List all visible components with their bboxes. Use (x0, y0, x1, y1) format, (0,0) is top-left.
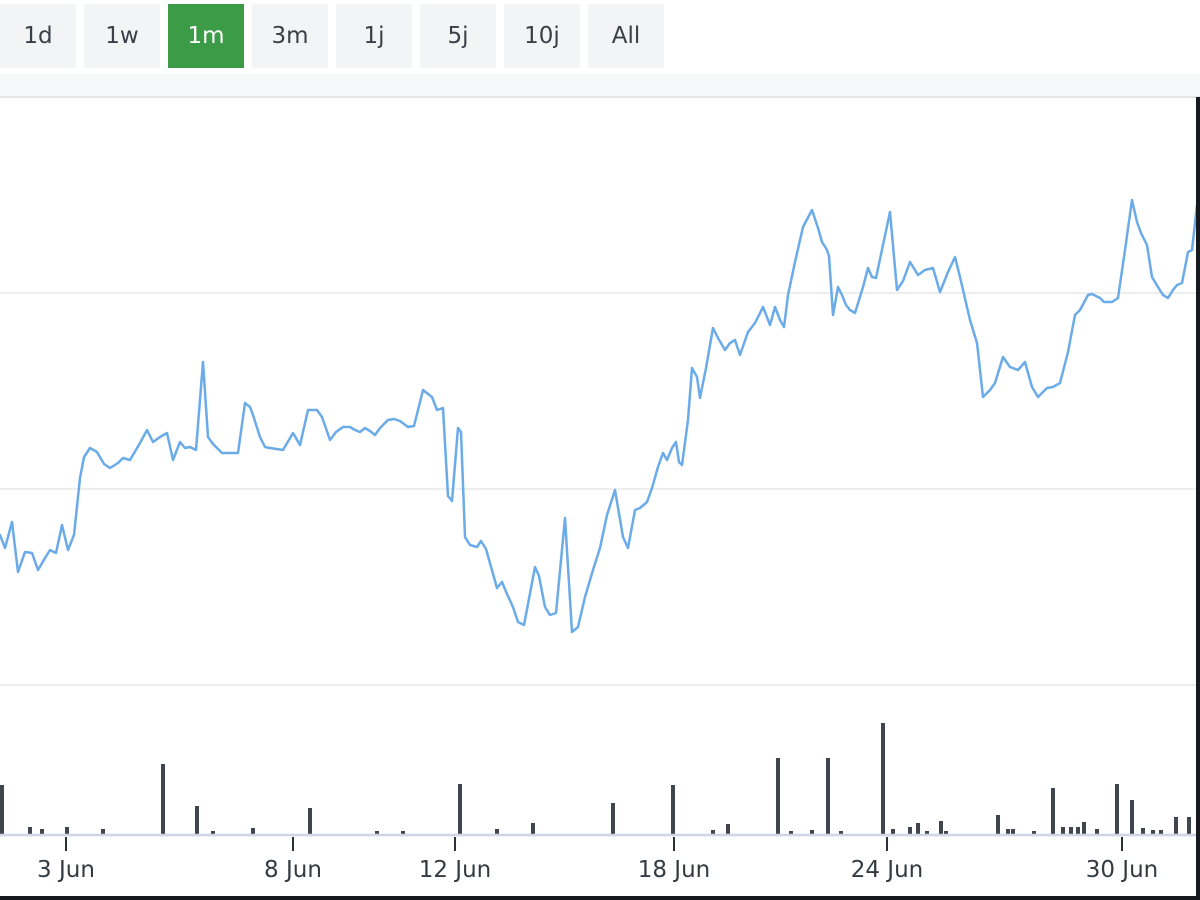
x-tick-label: 12 Jun (419, 857, 492, 883)
volume-bar (1095, 829, 1099, 835)
volume-bar (671, 785, 675, 835)
toolbar-bottom-strip (0, 74, 1200, 97)
volume-bar (1174, 817, 1178, 835)
volume-bar (1151, 830, 1155, 835)
x-tick-label: 30 Jun (1086, 857, 1159, 883)
right-window-border (1196, 97, 1200, 900)
x-tick-label: 24 Jun (851, 857, 924, 883)
volume-bar (1082, 822, 1086, 835)
volume-bar (1187, 817, 1191, 835)
volume-bar (810, 830, 814, 835)
volume-bar (944, 831, 948, 835)
volume-bar (1069, 827, 1073, 835)
volume-bar (161, 764, 165, 835)
x-tick-label: 18 Jun (638, 857, 711, 883)
volume-bar (789, 831, 793, 835)
volume-bar (996, 815, 1000, 835)
x-tick-label: 8 Jun (264, 857, 322, 883)
volume-bar (711, 830, 715, 835)
volume-bar (28, 827, 32, 835)
time-range-toolbar: 1d 1w 1m 3m 1j 5j 10j All (0, 4, 664, 68)
volume-bar (1115, 784, 1119, 835)
price-line (0, 198, 1199, 634)
volume-bar (375, 831, 379, 835)
volume-bar (726, 824, 730, 835)
volume-bar (0, 785, 4, 835)
volume-bar (65, 827, 69, 835)
volume-bar (839, 831, 843, 835)
volume-bar (1032, 831, 1036, 835)
volume-bar (211, 831, 215, 835)
volume-bar (495, 829, 499, 835)
volume-bar (826, 758, 830, 835)
range-button-10j[interactable]: 10j (504, 4, 580, 68)
volume-bar (251, 828, 255, 835)
bottom-window-border (0, 896, 1200, 900)
volume-bar (1130, 800, 1134, 835)
volume-bar (611, 803, 615, 835)
range-button-1d[interactable]: 1d (0, 4, 76, 68)
volume-bar (916, 823, 920, 835)
volume-bar (908, 827, 912, 835)
volume-bar (1141, 828, 1145, 835)
range-button-3m[interactable]: 3m (252, 4, 328, 68)
x-tick-label: 3 Jun (37, 857, 95, 883)
volume-bar (101, 829, 105, 835)
volume-bar (1061, 827, 1065, 835)
volume-bar (308, 808, 312, 835)
volume-bar (1076, 827, 1080, 835)
volume-bar (458, 784, 462, 835)
volume-bar (401, 831, 405, 835)
range-button-all[interactable]: All (588, 4, 664, 68)
volume-bar (939, 821, 943, 835)
volume-bar (195, 806, 199, 835)
range-button-1j[interactable]: 1j (336, 4, 412, 68)
volume-bar (1051, 788, 1055, 835)
range-button-5j[interactable]: 5j (420, 4, 496, 68)
volume-bar (1011, 829, 1015, 835)
volume-bar (891, 829, 895, 835)
range-button-1w[interactable]: 1w (84, 4, 160, 68)
volume-bar (776, 758, 780, 835)
volume-bar (1159, 830, 1163, 835)
volume-bar (925, 831, 929, 835)
range-button-1m[interactable]: 1m (168, 4, 244, 68)
volume-bar (40, 829, 44, 835)
volume-bar (881, 723, 885, 835)
volume-bar (531, 823, 535, 835)
volume-bar (1006, 829, 1010, 835)
